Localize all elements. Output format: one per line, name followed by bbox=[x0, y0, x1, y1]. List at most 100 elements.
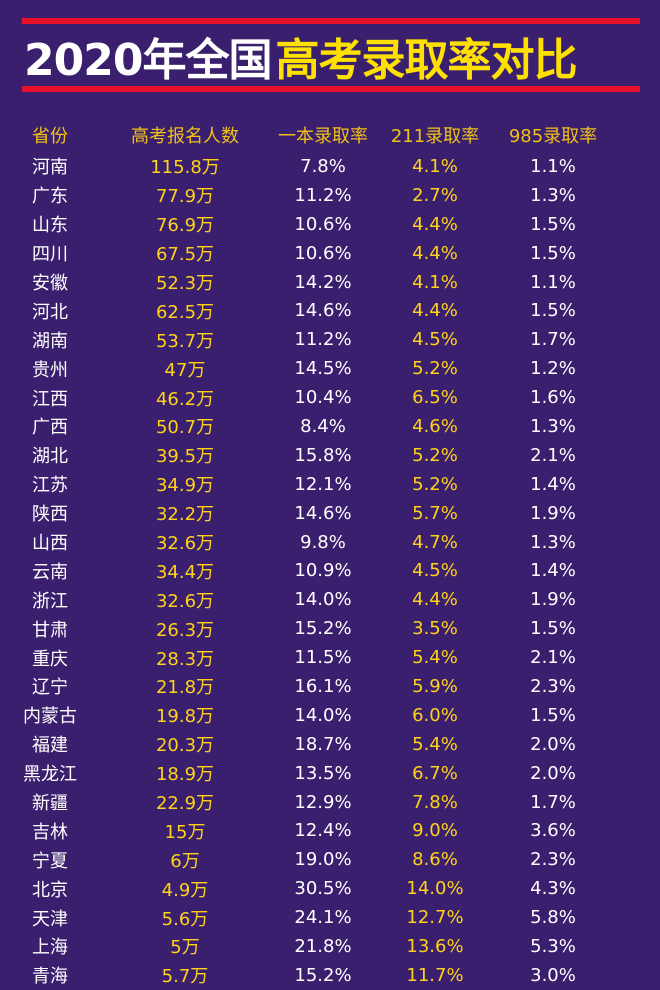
cell-tier1-rate: 30.5% bbox=[294, 878, 352, 900]
cell-211-rate: 5.9% bbox=[412, 675, 458, 697]
cell-applicants: 20.3万 bbox=[155, 735, 215, 757]
table-row: 吉林 15万 12.4% 9.0% 3.6% bbox=[0, 816, 660, 845]
cell-985-rate: 1.5% bbox=[530, 300, 576, 322]
cell-985-rate: 3.0% bbox=[530, 964, 576, 986]
cell-211-rate: 4.4% bbox=[412, 300, 458, 322]
cell-tier1-rate: 11.2% bbox=[294, 184, 352, 206]
table-row: 福建 20.3万 18.7% 5.4% 2.0% bbox=[0, 730, 660, 759]
table-row: 浙江 32.6万 14.0% 4.4% 1.9% bbox=[0, 585, 660, 614]
cell-province: 江苏 bbox=[32, 475, 68, 497]
cell-applicants: 5.7万 bbox=[161, 966, 209, 988]
cell-211-rate: 4.7% bbox=[412, 531, 458, 553]
cell-985-rate: 1.9% bbox=[530, 502, 576, 524]
cell-211-rate: 4.4% bbox=[412, 589, 458, 611]
table-row: 江西 46.2万 10.4% 6.5% 1.6% bbox=[0, 383, 660, 412]
cell-985-rate: 1.4% bbox=[530, 473, 576, 495]
cell-211-rate: 4.1% bbox=[412, 155, 458, 177]
cell-985-rate: 2.0% bbox=[530, 733, 576, 755]
cell-applicants: 76.9万 bbox=[155, 215, 215, 237]
cell-211-rate: 12.7% bbox=[406, 907, 464, 929]
cell-985-rate: 2.0% bbox=[530, 762, 576, 784]
header-tier1-rate: 一本录取率 bbox=[278, 126, 368, 147]
cell-province: 湖北 bbox=[32, 446, 68, 468]
cell-tier1-rate: 16.1% bbox=[294, 675, 352, 697]
cell-province: 江西 bbox=[32, 388, 68, 410]
cell-province: 青海 bbox=[32, 966, 68, 988]
cell-tier1-rate: 11.2% bbox=[294, 329, 352, 351]
cell-985-rate: 1.4% bbox=[530, 560, 576, 582]
table-row: 甘肃 26.3万 15.2% 3.5% 1.5% bbox=[0, 614, 660, 643]
cell-applicants: 6万 bbox=[170, 850, 200, 872]
cell-985-rate: 1.6% bbox=[530, 387, 576, 409]
cell-211-rate: 8.6% bbox=[412, 849, 458, 871]
cell-tier1-rate: 10.6% bbox=[294, 242, 352, 264]
cell-province: 贵州 bbox=[32, 359, 68, 381]
cell-applicants: 32.6万 bbox=[155, 533, 215, 555]
title-yellow-part: 高考录取率对比 bbox=[275, 35, 577, 86]
cell-211-rate: 9.0% bbox=[412, 820, 458, 842]
table-row: 宁夏 6万 19.0% 8.6% 2.3% bbox=[0, 845, 660, 874]
cell-tier1-rate: 15.8% bbox=[294, 444, 352, 466]
cell-applicants: 34.4万 bbox=[155, 561, 215, 583]
cell-applicants: 50.7万 bbox=[155, 417, 215, 439]
cell-applicants: 39.5万 bbox=[155, 446, 215, 468]
cell-211-rate: 7.8% bbox=[412, 791, 458, 813]
cell-985-rate: 1.5% bbox=[530, 704, 576, 726]
cell-applicants: 15万 bbox=[164, 821, 206, 843]
cell-applicants: 28.3万 bbox=[155, 648, 215, 670]
cell-applicants: 21.8万 bbox=[155, 677, 215, 699]
cell-tier1-rate: 12.4% bbox=[294, 820, 352, 842]
cell-985-rate: 1.3% bbox=[530, 415, 576, 437]
cell-tier1-rate: 21.8% bbox=[294, 935, 352, 957]
cell-province: 甘肃 bbox=[32, 619, 68, 641]
cell-985-rate: 5.8% bbox=[530, 907, 576, 929]
cell-985-rate: 1.3% bbox=[530, 184, 576, 206]
cell-211-rate: 4.6% bbox=[412, 415, 458, 437]
cell-211-rate: 11.7% bbox=[406, 964, 464, 986]
cell-applicants: 52.3万 bbox=[155, 273, 215, 294]
cell-tier1-rate: 14.6% bbox=[294, 502, 352, 524]
cell-211-rate: 5.2% bbox=[412, 473, 458, 495]
cell-985-rate: 1.1% bbox=[530, 155, 576, 177]
cell-applicants: 26.3万 bbox=[155, 619, 215, 641]
cell-province: 宁夏 bbox=[32, 850, 68, 872]
cell-province: 安徽 bbox=[32, 273, 68, 294]
cell-211-rate: 4.4% bbox=[412, 213, 458, 235]
cell-tier1-rate: 14.0% bbox=[294, 704, 352, 726]
table-row: 陕西 32.2万 14.6% 5.7% 1.9% bbox=[0, 499, 660, 528]
cell-tier1-rate: 11.5% bbox=[294, 647, 352, 669]
cell-tier1-rate: 14.0% bbox=[294, 589, 352, 611]
cell-211-rate: 13.6% bbox=[406, 935, 464, 957]
cell-applicants: 18.9万 bbox=[155, 764, 215, 786]
header-211-rate: 211录取率 bbox=[390, 126, 480, 147]
table-row: 云南 34.4万 10.9% 4.5% 1.4% bbox=[0, 556, 660, 585]
cell-tier1-rate: 8.4% bbox=[300, 415, 346, 437]
cell-985-rate: 2.1% bbox=[530, 444, 576, 466]
header-applicants: 高考报名人数 bbox=[131, 126, 239, 147]
title-rule-top bbox=[22, 18, 640, 24]
cell-province: 北京 bbox=[32, 879, 68, 901]
cell-province: 浙江 bbox=[32, 590, 68, 612]
table-row: 湖南 53.7万 11.2% 4.5% 1.7% bbox=[0, 325, 660, 354]
table-header: 省份 高考报名人数 一本录取率 211录取率 985录取率 bbox=[0, 118, 660, 152]
header-985-rate: 985录取率 bbox=[508, 126, 598, 147]
table-row: 四川 67.5万 10.6% 4.4% 1.5% bbox=[0, 239, 660, 268]
cell-applicants: 77.9万 bbox=[155, 186, 215, 208]
cell-province: 内蒙古 bbox=[23, 706, 77, 728]
cell-211-rate: 5.4% bbox=[412, 733, 458, 755]
cell-211-rate: 4.1% bbox=[412, 271, 458, 293]
cell-985-rate: 1.3% bbox=[530, 531, 576, 553]
cell-985-rate: 1.9% bbox=[530, 589, 576, 611]
table-row: 辽宁 21.8万 16.1% 5.9% 2.3% bbox=[0, 672, 660, 701]
cell-tier1-rate: 19.0% bbox=[294, 849, 352, 871]
cell-province: 山东 bbox=[32, 215, 68, 237]
cell-province: 新疆 bbox=[32, 793, 68, 815]
cell-tier1-rate: 9.8% bbox=[300, 531, 346, 553]
cell-applicants: 19.8万 bbox=[155, 706, 215, 728]
cell-applicants: 53.7万 bbox=[155, 330, 215, 352]
cell-tier1-rate: 12.9% bbox=[294, 791, 352, 813]
cell-applicants: 32.2万 bbox=[155, 504, 215, 526]
cell-tier1-rate: 15.2% bbox=[294, 618, 352, 640]
cell-985-rate: 1.5% bbox=[530, 618, 576, 640]
table-row: 安徽 52.3万 14.2% 4.1% 1.1% bbox=[0, 268, 660, 297]
